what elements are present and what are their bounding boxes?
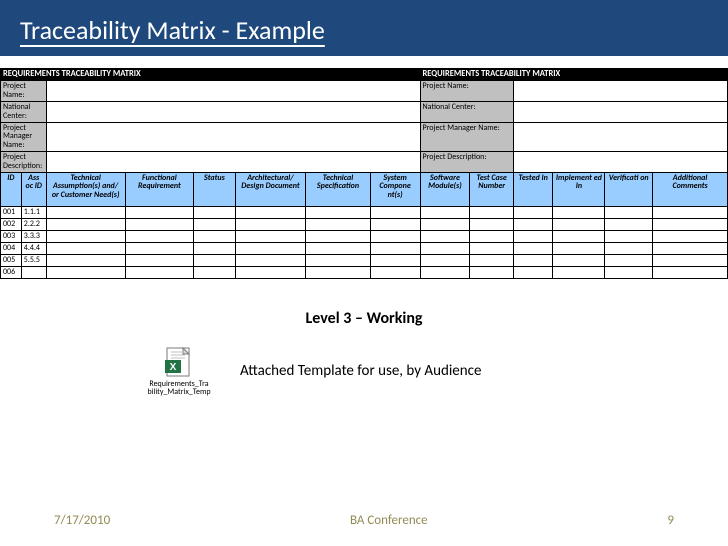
matrix-topbar: REQUIREMENTS TRACEABILITY MATRIX REQUIRE… <box>1 69 728 81</box>
meta-row: Project Manager Name: Project Manager Na… <box>1 122 728 151</box>
file-attachment[interactable]: X Requirements_Tra bility_Matrix_Temp <box>140 346 218 398</box>
col-status: Status <box>194 172 236 206</box>
slide-header: Traceability Matrix - Example <box>0 0 728 56</box>
traceability-matrix: REQUIREMENTS TRACEABILITY MATRIX REQUIRE… <box>0 56 728 279</box>
table-row: 006 <box>1 266 728 278</box>
footer-date: 7/17/2010 <box>54 513 110 528</box>
col-testcase: Test Case Number <box>470 172 514 206</box>
col-id: ID <box>1 172 22 206</box>
table-row: 0055.5.5 <box>1 254 728 266</box>
meta-left-2: Project Manager Name: <box>1 122 47 151</box>
meta-right-3: Project Description: <box>420 151 513 172</box>
footer-center: BA Conference <box>350 513 428 528</box>
table-row: 0044.4.4 <box>1 242 728 254</box>
col-verification: Verificati on <box>605 172 653 206</box>
col-testedin: Tested In <box>513 172 552 206</box>
col-assumptions: Technical Assumption(s) and/ or Customer… <box>46 172 125 206</box>
topbar-left: REQUIREMENTS TRACEABILITY MATRIX <box>1 69 306 81</box>
table-row: 0011.1.1 <box>1 206 728 218</box>
excel-file-icon: X <box>163 346 195 378</box>
meta-right-0: Project Name: <box>420 81 513 102</box>
col-techspec: Technical Specification <box>306 172 370 206</box>
col-assoc: Ass oc ID <box>21 172 46 206</box>
meta-row: Project Name: Project Name: <box>1 81 728 102</box>
meta-right-1: National Center: <box>420 101 513 122</box>
meta-row: Project Description: Project Description… <box>1 151 728 172</box>
col-implemented: Implement ed In <box>553 172 605 206</box>
col-software: Software Module(s) <box>420 172 470 206</box>
topbar-right: REQUIREMENTS TRACEABILITY MATRIX <box>420 69 605 81</box>
attachment-text: Attached Template for use, by Audience <box>240 362 481 380</box>
meta-left-1: National Center: <box>1 101 47 122</box>
table-row: 0022.2.2 <box>1 218 728 230</box>
meta-left-3: Project Description: <box>1 151 47 172</box>
slide-footer: 7/17/2010 BA Conference 9 <box>0 513 728 528</box>
svg-text:X: X <box>170 362 177 373</box>
col-system: System Compone nt(s) <box>370 172 420 206</box>
meta-left-0: Project Name: <box>1 81 47 102</box>
footer-page: 9 <box>667 513 674 528</box>
file-caption: Requirements_Tra bility_Matrix_Temp <box>140 380 218 398</box>
meta-row: National Center: National Center: <box>1 101 728 122</box>
level-title: Level 3 – Working <box>0 309 728 328</box>
table-row: 0033.3.3 <box>1 230 728 242</box>
column-headers: ID Ass oc ID Technical Assumption(s) and… <box>1 172 728 206</box>
meta-right-2: Project Manager Name: <box>420 122 513 151</box>
attachment-block: X Requirements_Tra bility_Matrix_Temp At… <box>140 346 728 398</box>
col-comments: Additional Comments <box>653 172 728 206</box>
col-arch: Architectural/ Design Document <box>235 172 306 206</box>
col-functional: Functional Requirement <box>125 172 194 206</box>
page-title: Traceability Matrix - Example <box>20 14 708 46</box>
